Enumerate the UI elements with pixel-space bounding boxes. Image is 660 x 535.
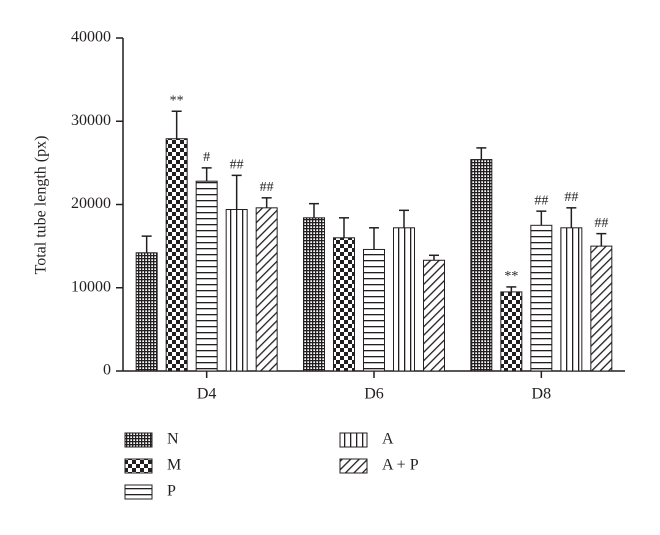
bar [363, 248, 385, 372]
bar [590, 245, 613, 372]
bar [470, 159, 493, 372]
bar [530, 224, 553, 372]
legend-label: M [167, 457, 181, 474]
bar [255, 207, 278, 372]
y-tick-label: 30000 [71, 112, 111, 129]
y-tick-label: 0 [103, 362, 111, 379]
legend-swatch [124, 458, 153, 474]
bar [500, 291, 523, 372]
annotation: ## [594, 216, 608, 231]
legend-label: A + P [382, 457, 419, 474]
y-tick-label: 40000 [71, 29, 111, 46]
legend-swatch [124, 432, 153, 448]
bar [560, 227, 583, 372]
x-tick-label: D8 [532, 386, 552, 403]
legend-swatch [339, 432, 368, 448]
annotation: ** [504, 269, 518, 284]
annotation: # [203, 150, 210, 165]
bar [333, 237, 355, 372]
legend-label: N [167, 431, 179, 448]
legend-label: P [167, 483, 176, 500]
bar [225, 208, 248, 372]
annotation: ## [564, 190, 578, 205]
x-tick-label: D4 [197, 386, 217, 403]
annotation: ** [170, 93, 184, 108]
bar [195, 180, 218, 372]
bar [423, 259, 445, 372]
annotation: ## [230, 158, 244, 173]
y-tick-label: 10000 [71, 278, 111, 295]
bar [303, 217, 325, 372]
legend-swatch [339, 458, 368, 474]
bar [393, 227, 415, 372]
legend-swatch [124, 484, 153, 500]
bar [135, 252, 158, 372]
annotation: ## [534, 193, 548, 208]
annotation: ## [260, 180, 274, 195]
bar [165, 138, 188, 372]
y-axis-label: Total tube length (px) [33, 136, 50, 275]
y-tick-label: 20000 [71, 195, 111, 212]
legend-label: A [382, 431, 394, 448]
x-tick-label: D6 [364, 386, 384, 403]
